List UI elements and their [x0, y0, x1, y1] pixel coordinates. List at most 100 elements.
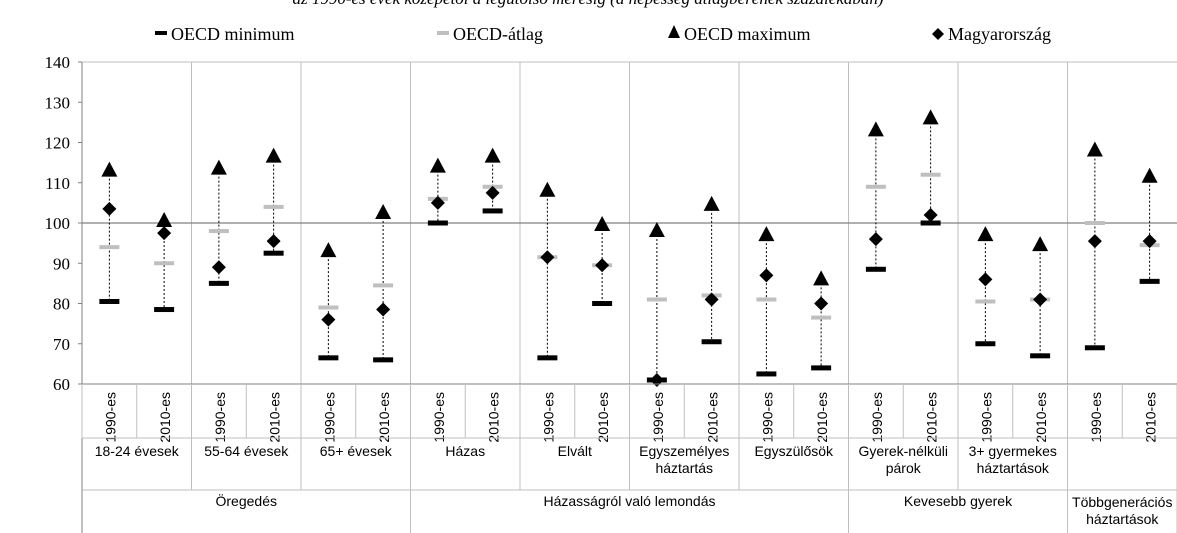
legend-label-hu: Magyarország: [948, 24, 1051, 44]
oecd-max-marker: [648, 222, 665, 238]
legend-label-avg: OECD-átlag: [453, 24, 543, 44]
x-period-label: 1990-es: [650, 392, 666, 443]
x-period-label: 1990-es: [759, 392, 775, 443]
hungary-marker: [1142, 234, 1157, 249]
oecd-avg-marker: [1084, 221, 1105, 225]
y-tick-label: 60: [53, 375, 70, 394]
x-period-label: 2010-es: [267, 392, 283, 443]
oecd-max-marker: [265, 147, 282, 163]
oecd-min-marker: [592, 301, 613, 306]
oecd-max-marker: [484, 147, 501, 163]
oecd-avg-marker: [263, 204, 284, 209]
x-group-label: Házas: [445, 443, 485, 459]
hungary-marker: [430, 195, 445, 210]
x-group-label: párok: [886, 460, 922, 476]
x-category-label: Kevesebb gyerek: [904, 493, 1013, 509]
oecd-min-marker: [537, 355, 558, 361]
legend-marker-min: [155, 31, 167, 35]
x-category-label: Többgenerációs: [1072, 494, 1172, 510]
oecd-max-marker: [375, 203, 392, 219]
hungary-marker: [1033, 292, 1048, 307]
oecd-avg-marker: [646, 297, 667, 302]
oecd-avg-marker: [920, 172, 941, 177]
oecd-max-marker: [539, 181, 556, 197]
oecd-min-marker: [1030, 353, 1051, 359]
oecd-max-marker: [594, 216, 611, 232]
hungary-marker: [102, 201, 117, 216]
oecd-max-marker: [867, 121, 884, 137]
oecd-max-marker: [977, 226, 994, 242]
legend: OECD minimum OECD-átlag OECD maximum Magyar…: [155, 24, 1051, 44]
hungary-marker: [376, 302, 391, 317]
x-category-label: Öregedés: [216, 492, 277, 509]
oecd-min-marker: [701, 339, 722, 345]
y-tick-label: 120: [45, 134, 71, 153]
x-period-label: 2010-es: [1143, 392, 1159, 443]
hungary-marker: [704, 292, 719, 307]
y-tick-label: 80: [53, 295, 70, 314]
oecd-min-marker: [975, 341, 996, 347]
x-category-label: háztartások: [1086, 511, 1159, 527]
hungary-marker: [540, 250, 555, 265]
x-period-label: 1990-es: [978, 392, 994, 443]
hungary-marker: [923, 207, 938, 222]
x-group-label: 18-24 évesek: [95, 443, 180, 459]
x-period-label: 1990-es: [102, 392, 118, 443]
oecd-min-marker: [1084, 345, 1105, 351]
chart-title: az 1990-es évek közepétől a legutolsó mé…: [292, 0, 883, 8]
oecd-avg-marker: [756, 297, 777, 302]
oecd-avg-marker: [865, 184, 886, 189]
hungary-marker: [978, 272, 993, 287]
hungary-marker: [759, 268, 774, 283]
y-tick-label: 130: [45, 93, 71, 112]
x-group-label: Gyerek-nélküli: [859, 443, 948, 459]
hungary-marker: [485, 185, 500, 200]
oecd-max-marker: [813, 270, 830, 286]
legend-marker-max: [668, 25, 680, 38]
oecd-max-marker: [429, 157, 446, 173]
y-tick-label: 90: [53, 254, 70, 273]
x-group-label: 55-64 évesek: [204, 443, 289, 459]
hungary-marker: [868, 232, 883, 247]
x-category-label: Házasságról való lemondás: [544, 493, 716, 509]
oecd-min-marker: [756, 371, 777, 377]
oecd-max-marker: [758, 226, 775, 242]
x-group-label: 65+ évesek: [320, 443, 393, 459]
oecd-max-marker: [703, 195, 720, 211]
x-group-label: Egyszülősök: [754, 443, 834, 459]
plot-area: [82, 62, 1177, 387]
hungary-marker: [211, 260, 226, 275]
oecd-min-marker: [373, 357, 394, 363]
oecd-avg-marker: [208, 229, 229, 234]
x-group-label: Elvált: [558, 443, 592, 459]
oecd-min-marker: [427, 220, 448, 226]
x-period-label: 1990-es: [869, 392, 885, 443]
hungary-marker: [266, 234, 281, 249]
x-period-label: 1990-es: [212, 392, 228, 443]
x-period-label: 1990-es: [321, 392, 337, 443]
x-period-label: 2010-es: [595, 392, 611, 443]
oecd-min-marker: [263, 250, 284, 256]
oecd-min-marker: [865, 266, 886, 272]
legend-marker-avg: [437, 31, 449, 35]
oecd-max-marker: [1086, 141, 1103, 157]
x-period-label: 1990-es: [1088, 392, 1104, 443]
oecd-max-marker: [1141, 167, 1158, 183]
x-period-label: 2010-es: [1033, 392, 1049, 443]
x-group-label: háztartás: [655, 460, 713, 476]
y-axis: 60 70 80 90 100 110 120 130 140: [45, 53, 1177, 533]
hungary-marker: [1087, 234, 1102, 249]
x-group-label: 3+ gyermekes: [969, 443, 1057, 459]
oecd-max-marker: [210, 159, 227, 175]
oecd-avg-marker: [811, 315, 832, 320]
x-period-label: 2010-es: [376, 392, 392, 443]
hungary-marker: [595, 258, 610, 273]
x-group-label: háztartások: [977, 460, 1050, 476]
oecd-max-marker: [1032, 236, 1049, 252]
oecd-min-marker: [1139, 278, 1160, 284]
oecd-min-marker: [318, 355, 339, 361]
oecd-max-marker: [320, 242, 337, 258]
y-tick-label: 110: [45, 174, 70, 193]
x-period-label: 2010-es: [486, 392, 502, 443]
legend-label-min: OECD minimum: [171, 24, 295, 44]
